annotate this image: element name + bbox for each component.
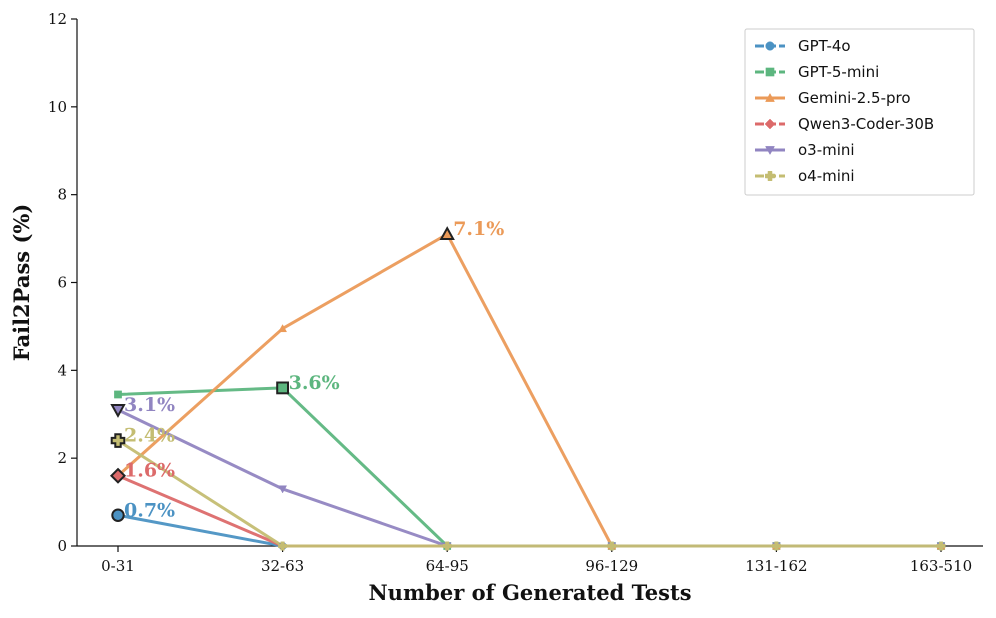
- y-tick-label: 0: [57, 537, 67, 555]
- legend-marker-o3-mini: [765, 146, 775, 156]
- x-tick-label: 32-63: [261, 557, 304, 575]
- peak-label-o4-mini: 2.4%: [124, 425, 175, 447]
- peak-label-gemini-2-5-pro: 7.1%: [453, 218, 504, 240]
- peak-labels: 0.7% 3.6% 7.1% 1.6% 3.1% 2.4%: [124, 218, 504, 521]
- x-axis-title: Number of Generated Tests: [368, 580, 691, 605]
- series-line-o3-mini: [116, 408, 943, 548]
- peak-label-qwen3-coder-30b: 1.6%: [124, 460, 175, 482]
- legend-marker-gemini-2-5-pro: [765, 92, 775, 102]
- data-point-gemini-2-5-pro: [439, 226, 455, 240]
- data-point-gpt-5-mini: [114, 390, 122, 399]
- legend-label-gemini-2-5-pro: Gemini-2.5-pro: [798, 89, 911, 107]
- data-point-o4-mini: [607, 541, 617, 551]
- y-tick-label: 2: [57, 449, 67, 467]
- legend-marker-gpt-4o: [765, 41, 775, 51]
- data-point-qwen3-coder-30b: [109, 467, 127, 484]
- data-point-o4-mini: [110, 433, 126, 448]
- legend-label-qwen3-coder-30b: Qwen3-Coder-30B: [798, 115, 934, 133]
- data-point-o4-mini: [442, 541, 452, 551]
- legend-label-gpt-5-mini: GPT-5-mini: [798, 63, 879, 81]
- y-tick-label: 12: [48, 10, 67, 28]
- peak-label-o3-mini: 3.1%: [124, 394, 175, 416]
- data-point-gpt-4o: [111, 508, 125, 522]
- y-tick-label: 10: [48, 98, 67, 116]
- series-line-qwen3-coder-30b: [116, 474, 943, 548]
- peak-label-gpt-5-mini: 3.6%: [289, 372, 340, 394]
- data-point-o3-mini: [110, 404, 126, 418]
- legend-label-gpt-4o: GPT-4o: [798, 37, 851, 55]
- x-tick-label: 64-95: [426, 557, 469, 575]
- legend-marker-qwen3-coder-30b: [764, 118, 776, 130]
- data-point-o4-mini: [771, 541, 781, 551]
- x-tick-label: 131-162: [745, 557, 807, 575]
- legend-marker-gpt-5-mini: [765, 67, 775, 77]
- y-tick-label: 8: [57, 186, 67, 204]
- peak-label-gpt-4o: 0.7%: [124, 499, 175, 521]
- legend-box: [744, 28, 975, 196]
- data-point-gemini-2-5-pro: [278, 324, 288, 333]
- series-line-gpt-5-mini: [116, 386, 943, 548]
- legend-label-o3-mini: o3-mini: [798, 141, 855, 159]
- x-tick-label: 0-31: [101, 557, 135, 575]
- axes: 0 2 4 6 8 10 12 0-31 32-63 64-95 96-129 131-162 163-…: [9, 10, 983, 605]
- data-point-gpt-5-mini: [276, 381, 290, 395]
- data-point-o4-mini: [936, 541, 946, 551]
- y-axis-title: Fail2Pass (%): [9, 204, 34, 362]
- legend-marker-o4-mini: [765, 171, 775, 181]
- data-point-o3-mini: [278, 485, 288, 494]
- series-lines: [109, 226, 946, 551]
- x-tick-label: 96-129: [585, 557, 638, 575]
- x-tick-label: 163-510: [910, 557, 972, 575]
- y-tick-label: 4: [57, 361, 67, 379]
- legend-label-o4-mini: o4-mini: [798, 167, 855, 185]
- legend: GPT-4o GPT-5-mini Gemini-2.5-pro Qwen3-Code…: [744, 28, 975, 196]
- y-tick-label: 6: [57, 274, 67, 292]
- data-point-o4-mini: [278, 541, 288, 551]
- series-line-o4-mini: [116, 439, 943, 548]
